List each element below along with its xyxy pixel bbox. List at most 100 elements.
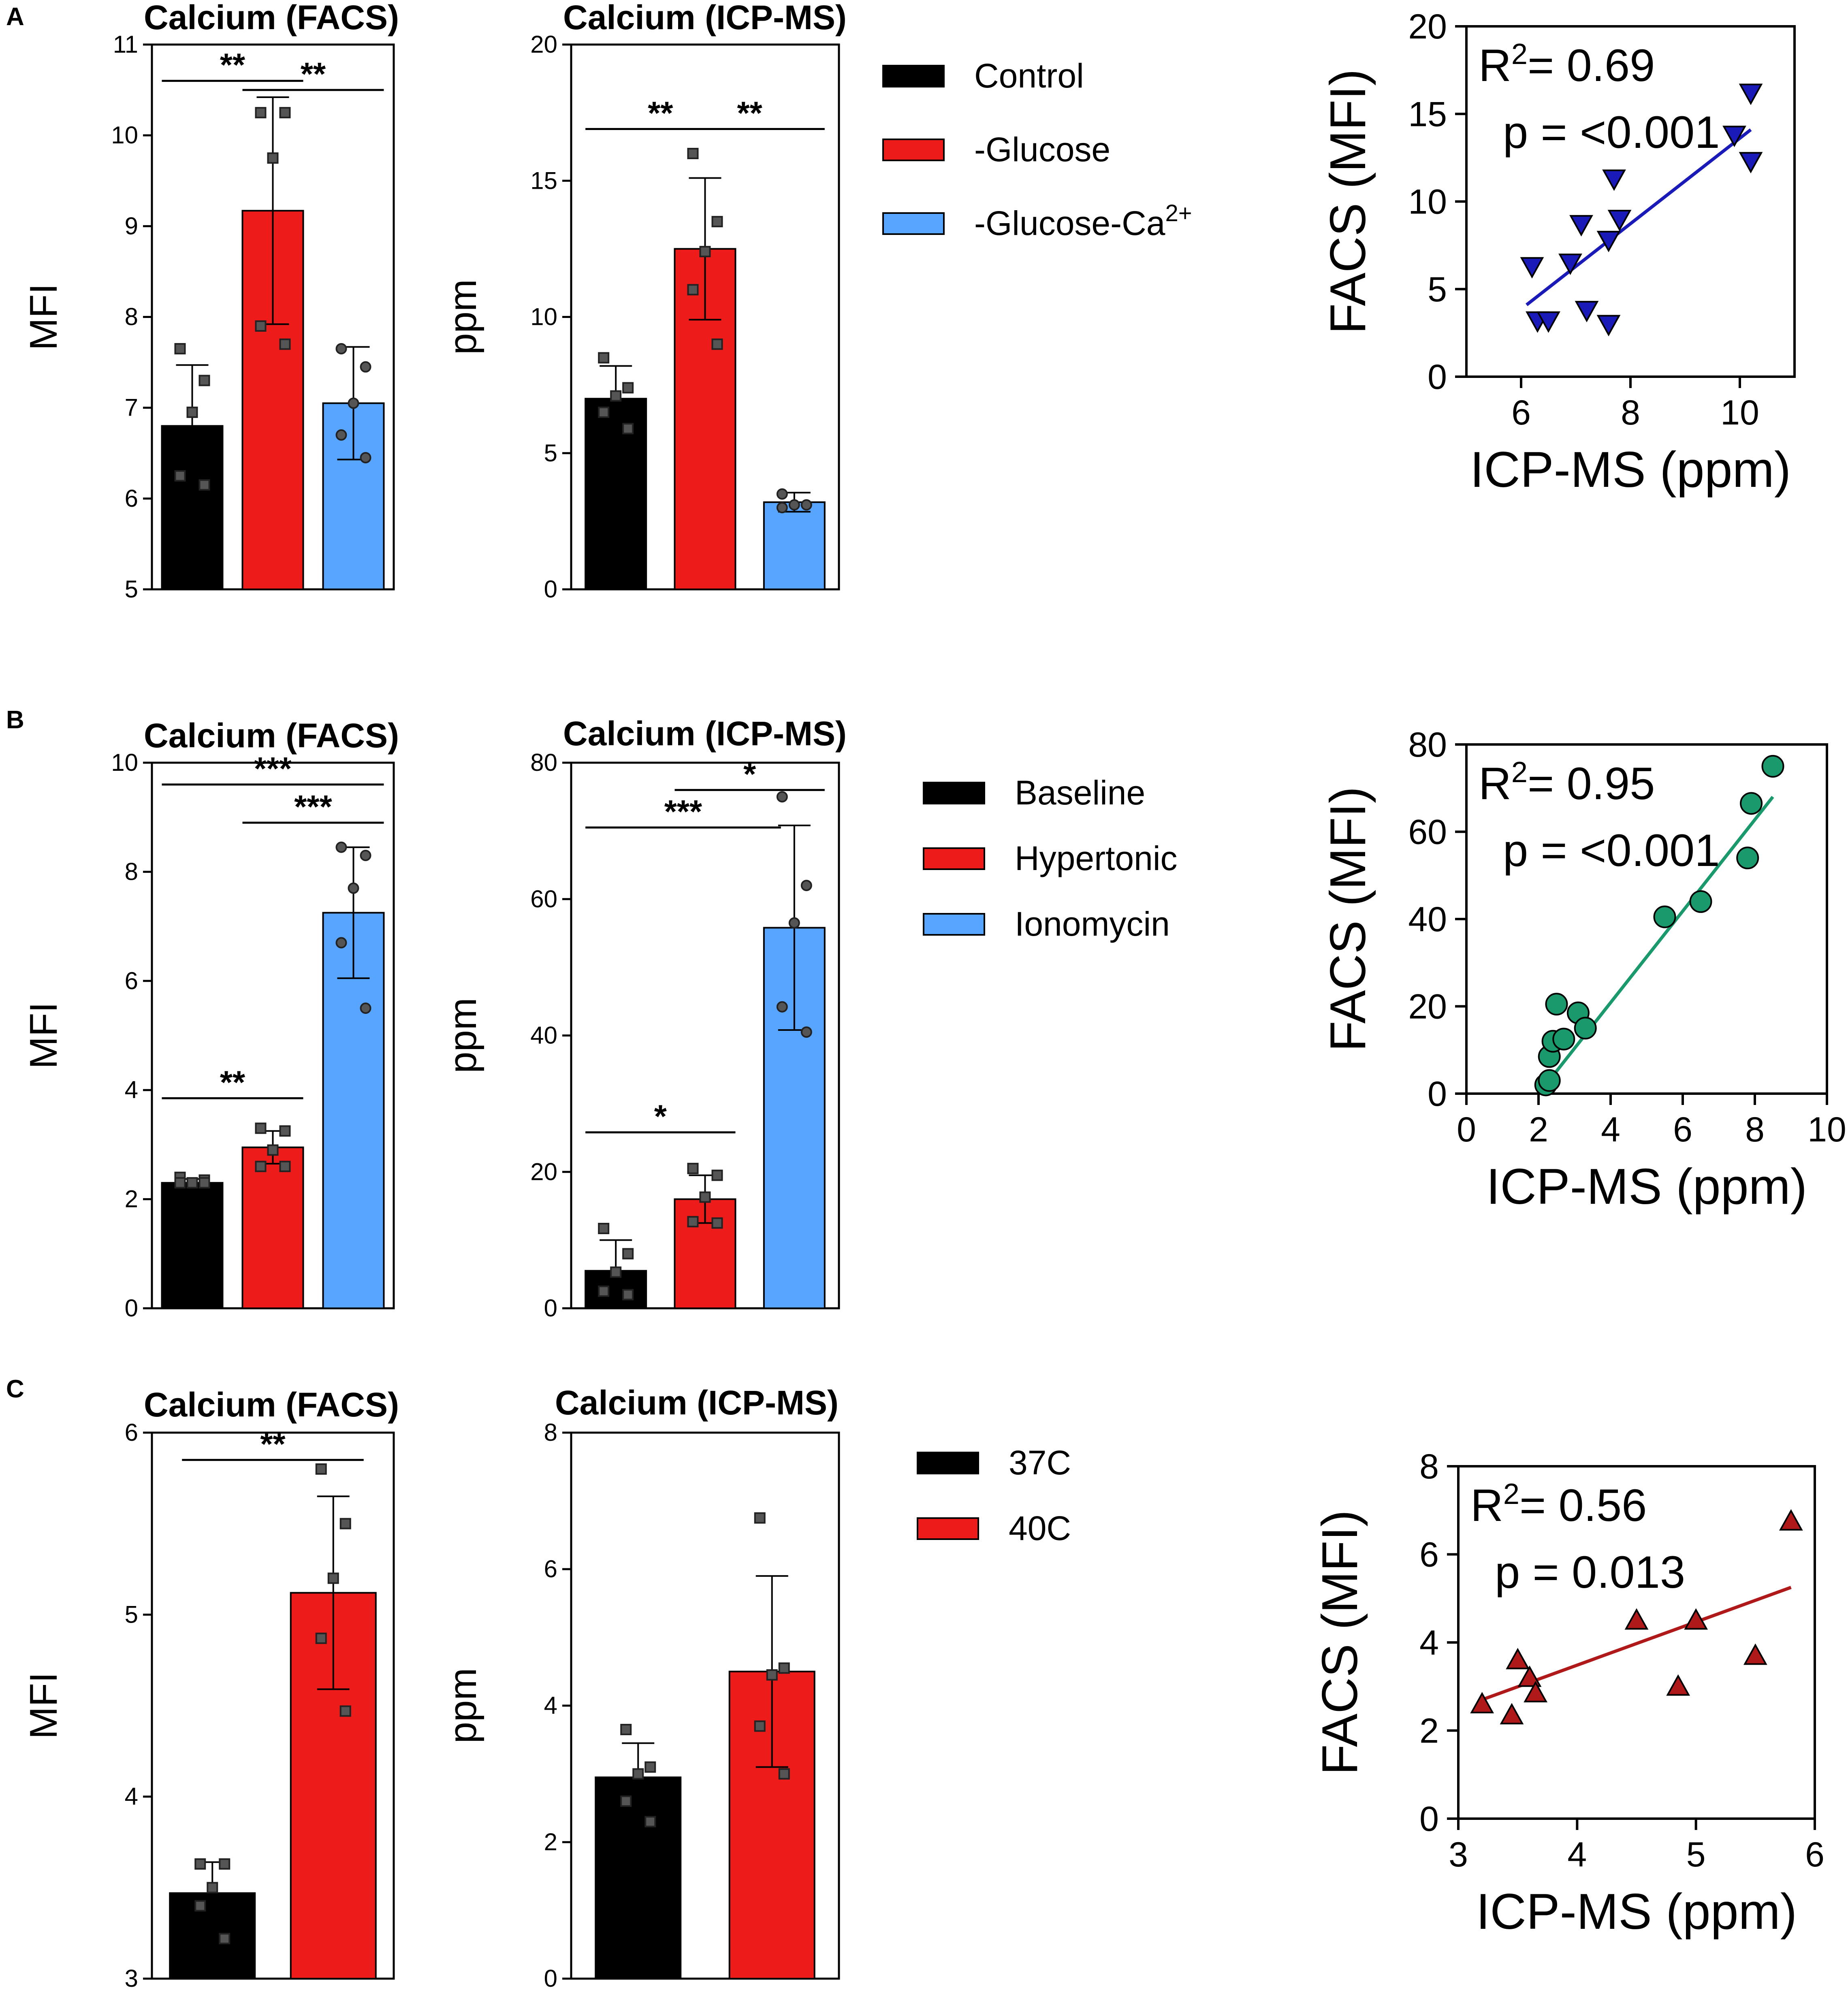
data-point [360, 361, 371, 373]
data-point [186, 1177, 198, 1189]
p-value-number: <0.001 [1580, 107, 1720, 158]
significance-label: ** [301, 56, 326, 92]
scatter-point [1520, 257, 1544, 279]
data-point [335, 937, 347, 949]
p-value-op: = [1520, 1547, 1572, 1597]
y-tick-label: 8 [125, 303, 138, 331]
y-tick-label: 5 [125, 1601, 138, 1628]
panel-label: B [6, 706, 24, 734]
y-tick-label: 2 [125, 1186, 138, 1213]
p-value-prefix: p [1503, 107, 1528, 158]
y-tick-label: 0 [544, 1965, 557, 1992]
y-tick-label: 6 [125, 967, 138, 994]
legend-swatch [882, 212, 945, 235]
y-tick-label: 4 [125, 1783, 138, 1810]
data-point [335, 429, 347, 441]
y-axis-label: MFI [22, 284, 65, 350]
x-axis-label: ICP-MS (ppm) [1476, 1884, 1797, 1940]
data-point [800, 1026, 812, 1038]
y-tick-label: 4 [125, 1076, 138, 1103]
data-point [800, 499, 812, 511]
legend-swatch [923, 847, 985, 870]
scatter-point [1624, 1608, 1649, 1630]
y-tick-label: 6 [125, 485, 138, 512]
legend-label-text: -Glucose [974, 130, 1110, 168]
r-squared-superscript: 2 [1511, 38, 1528, 70]
data-point [788, 499, 800, 511]
scatter-point [1536, 311, 1560, 333]
x-tick-label: 6 [1511, 393, 1531, 432]
legend-label-superscript: 2+ [1165, 200, 1192, 226]
r-squared: R2= 0.56 [1470, 1478, 1647, 1531]
y-axis-label: FACS (MFI) [1320, 69, 1376, 334]
data-point [620, 1795, 632, 1807]
y-tick-label: 60 [1408, 813, 1447, 852]
x-tick-label: 8 [1745, 1110, 1765, 1149]
data-point [622, 1248, 634, 1260]
data-point [255, 107, 267, 119]
scatter-point [1761, 755, 1784, 778]
scatter-point [1500, 1703, 1524, 1725]
p-value: p = <0.001 [1503, 107, 1720, 158]
significance-label: * [654, 1098, 667, 1135]
data-point [339, 1705, 351, 1717]
p-value-op: = [1528, 825, 1580, 876]
legend-label: Hypertonic [1015, 839, 1178, 877]
legend-label: -Glucose-Ca2+ [974, 200, 1192, 242]
y-tick-label: 7 [125, 394, 138, 421]
scatter-point [1552, 1028, 1575, 1051]
data-point [194, 1900, 206, 1912]
legend-swatch [917, 1452, 979, 1474]
bar-chart: Calcium (FACS) 3 4 5 6 MFI ** [22, 1386, 399, 1992]
legend-swatch [923, 782, 985, 804]
data-point [207, 1882, 218, 1894]
chart-title: Calcium (ICP-MS) [563, 714, 847, 753]
data-point [174, 470, 186, 482]
data-point [776, 502, 788, 514]
x-tick-label: 10 [1720, 393, 1759, 432]
significance-label: *** [664, 793, 702, 830]
y-tick-label: 10 [1408, 183, 1447, 222]
y-tick-label: 80 [530, 749, 557, 776]
data-point [279, 1160, 291, 1172]
significance-label: ** [737, 95, 763, 131]
significance-label: ** [648, 95, 673, 131]
x-axis-label: ICP-MS (ppm) [1470, 442, 1791, 498]
y-tick-label: 5 [1428, 270, 1447, 309]
legend-label: -Glucose [974, 130, 1110, 168]
scatter-point [1779, 1509, 1803, 1531]
x-tick-label: 8 [1621, 393, 1640, 432]
data-point [687, 148, 699, 159]
significance-label: ** [260, 1426, 286, 1462]
data-point [279, 338, 291, 350]
y-tick-label: 15 [530, 167, 557, 194]
legend: Control -Glucose -Glucose-Ca2+ [882, 57, 1192, 242]
y-tick-label: 0 [125, 1295, 138, 1322]
data-point [267, 152, 279, 164]
data-point [622, 382, 634, 394]
data-point [598, 406, 610, 418]
p-value-prefix: p [1495, 1547, 1520, 1597]
data-point [644, 1761, 656, 1773]
legend: 37C 40C [917, 1444, 1071, 1547]
data-point [279, 107, 291, 119]
p-value-prefix: p [1503, 825, 1528, 876]
p-value: p = <0.001 [1503, 825, 1720, 876]
data-point [687, 1162, 699, 1174]
x-axis-label: ICP-MS (ppm) [1486, 1159, 1807, 1215]
legend-swatch [917, 1517, 979, 1540]
data-point [174, 343, 186, 354]
scatter-point [1569, 215, 1593, 237]
y-tick-label: 0 [1428, 1075, 1447, 1113]
data-point [255, 1122, 267, 1134]
data-point [610, 1266, 622, 1278]
bar [763, 501, 826, 591]
y-tick-label: 4 [544, 1692, 557, 1719]
data-point [699, 246, 711, 258]
data-point [315, 1463, 327, 1475]
scatter-point [1506, 1648, 1530, 1670]
data-point [327, 1572, 339, 1584]
